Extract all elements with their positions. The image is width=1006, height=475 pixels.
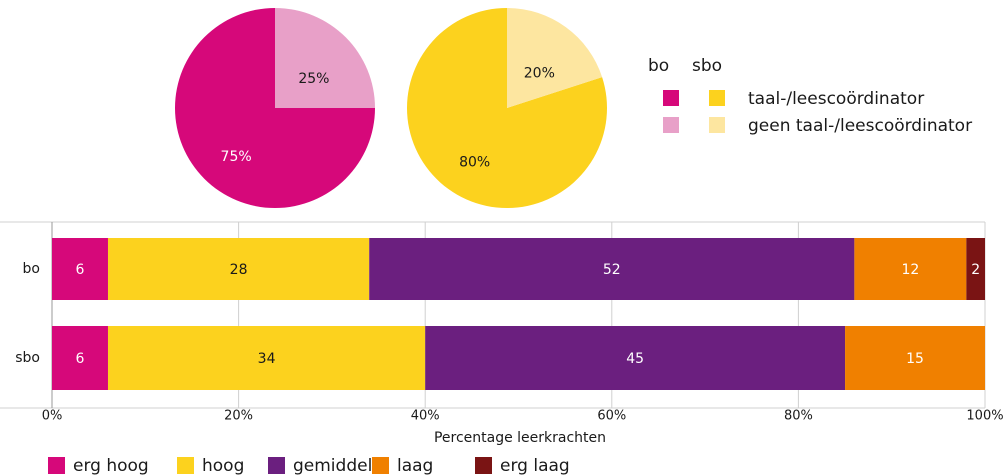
x-tick-label: 0% (42, 409, 63, 424)
legend-label: geen taal-/leescoördinator (748, 116, 972, 136)
legend-swatch (663, 90, 679, 106)
legend-swatch (709, 90, 725, 106)
x-tick-label: 40% (411, 409, 440, 424)
legend-swatch (372, 457, 389, 474)
legend-swatch (663, 117, 679, 133)
bar-label: 45 (626, 351, 644, 367)
legend-swatch (177, 457, 194, 474)
pie-slice (507, 8, 603, 108)
bar-segment (107, 326, 426, 390)
legend-label: erg laag (500, 456, 570, 475)
bar-label: 52 (603, 262, 621, 278)
bar-segment (845, 326, 985, 390)
bar-label: 28 (230, 262, 248, 278)
bar-label: 34 (258, 351, 276, 367)
legend-label: hoog (202, 456, 244, 475)
legend-swatch (268, 457, 285, 474)
pie-slice (275, 8, 375, 108)
bar-label: 6 (76, 262, 85, 278)
bar-label: 2 (971, 262, 980, 278)
bar-label: 12 (901, 262, 919, 278)
legend-label: taal-/leescoördinator (748, 89, 924, 109)
bar-segment (107, 238, 370, 300)
x-axis-label: Percentage leerkrachten (434, 430, 606, 446)
slice-label: 25% (298, 71, 329, 87)
legend-swatch (48, 457, 65, 474)
y-tick-label: bo (23, 261, 40, 277)
slice-label: 20% (524, 66, 555, 82)
x-tick-label: 60% (597, 409, 626, 424)
bar-label: 15 (906, 351, 924, 367)
legend-header: bo (648, 56, 669, 76)
x-tick-label: 80% (784, 409, 813, 424)
bar-segment (369, 238, 855, 300)
legend-swatch (709, 117, 725, 133)
x-tick-label: 100% (966, 409, 1003, 424)
x-tick-label: 20% (224, 409, 253, 424)
legend-swatch (475, 457, 492, 474)
pie-slice (406, 8, 607, 209)
legend-label: laag (397, 456, 433, 475)
slice-label: 75% (221, 149, 252, 165)
legend-label: erg hoog (73, 456, 149, 475)
slice-label: 80% (459, 154, 490, 170)
bar-segment (966, 238, 985, 300)
bar-segment (425, 326, 846, 390)
y-tick-label: sbo (15, 350, 40, 366)
bar-segment (854, 238, 967, 300)
legend-header: sbo (692, 56, 722, 76)
bar-label: 6 (76, 351, 85, 367)
bar-segment (52, 326, 108, 390)
bar-segment (52, 238, 108, 300)
legend-label: gemiddeld (293, 456, 383, 475)
